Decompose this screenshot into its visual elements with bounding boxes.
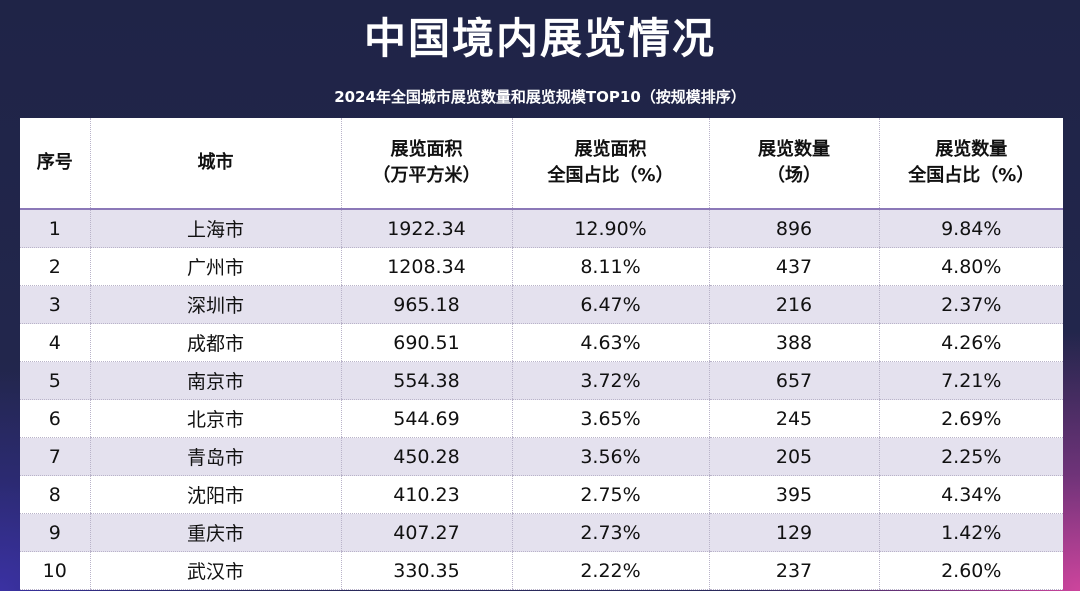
cell-area: 330.35 bbox=[340, 551, 512, 590]
cell-area: 1208.34 bbox=[340, 247, 512, 286]
cell-city: 深圳市 bbox=[89, 285, 341, 324]
cell-area-share: 2.73% bbox=[511, 513, 709, 552]
cell-count: 245 bbox=[708, 399, 879, 438]
header-area-share: 展览面积 全国占比（%） bbox=[511, 118, 709, 210]
cell-count-share: 2.25% bbox=[878, 437, 1063, 476]
cell-city: 青岛市 bbox=[89, 437, 341, 476]
header-index: 序号 bbox=[20, 118, 90, 210]
cell-index: 3 bbox=[20, 285, 90, 324]
header-count-share: 展览数量 全国占比（%） bbox=[878, 118, 1063, 210]
cell-area-share: 3.65% bbox=[511, 399, 709, 438]
data-table-container: 序号 城市 展览面积 （万平方米） 展览面积 全国占比（%） 展览数量 （场） 展览数… bbox=[20, 118, 1063, 590]
cell-area-share: 12.90% bbox=[511, 209, 709, 248]
header-count: 展览数量 （场） bbox=[708, 118, 879, 210]
cell-count: 216 bbox=[708, 285, 879, 324]
cell-count: 657 bbox=[708, 361, 879, 400]
cell-index: 6 bbox=[20, 399, 90, 438]
cell-count: 388 bbox=[708, 323, 879, 362]
cell-area: 690.51 bbox=[340, 323, 512, 362]
cell-area-share: 2.22% bbox=[511, 551, 709, 590]
cell-area-share: 8.11% bbox=[511, 247, 709, 286]
table-row: 5 南京市 554.38 3.72% 657 7.21% bbox=[20, 361, 1063, 400]
cell-city: 南京市 bbox=[89, 361, 341, 400]
cell-count-share: 2.37% bbox=[878, 285, 1063, 324]
cell-area-share: 4.63% bbox=[511, 323, 709, 362]
cell-count: 395 bbox=[708, 475, 879, 514]
exhibition-table: 序号 城市 展览面积 （万平方米） 展览面积 全国占比（%） 展览数量 （场） 展览数… bbox=[20, 118, 1063, 590]
cell-index: 10 bbox=[20, 551, 90, 590]
cell-area-share: 6.47% bbox=[511, 285, 709, 324]
cell-count-share: 7.21% bbox=[878, 361, 1063, 400]
cell-index: 9 bbox=[20, 513, 90, 552]
header-area: 展览面积 （万平方米） bbox=[340, 118, 512, 210]
cell-area: 410.23 bbox=[340, 475, 512, 514]
table-row: 3 深圳市 965.18 6.47% 216 2.37% bbox=[20, 285, 1063, 324]
header-city: 城市 bbox=[89, 118, 341, 210]
cell-count: 896 bbox=[708, 209, 879, 248]
cell-city: 武汉市 bbox=[89, 551, 341, 590]
cell-count-share: 9.84% bbox=[878, 209, 1063, 248]
table-header-row: 序号 城市 展览面积 （万平方米） 展览面积 全国占比（%） 展览数量 （场） 展览数… bbox=[20, 118, 1063, 210]
cell-count-share: 1.42% bbox=[878, 513, 1063, 552]
cell-area: 554.38 bbox=[340, 361, 512, 400]
table-row: 9 重庆市 407.27 2.73% 129 1.42% bbox=[20, 513, 1063, 552]
table-row: 2 广州市 1208.34 8.11% 437 4.80% bbox=[20, 247, 1063, 286]
table-row: 4 成都市 690.51 4.63% 388 4.26% bbox=[20, 323, 1063, 362]
cell-count-share: 2.69% bbox=[878, 399, 1063, 438]
cell-count: 237 bbox=[708, 551, 879, 590]
cell-index: 1 bbox=[20, 209, 90, 248]
cell-index: 8 bbox=[20, 475, 90, 514]
cell-index: 7 bbox=[20, 437, 90, 476]
cell-count-share: 4.34% bbox=[878, 475, 1063, 514]
table-row: 8 沈阳市 410.23 2.75% 395 4.34% bbox=[20, 475, 1063, 514]
cell-area-share: 2.75% bbox=[511, 475, 709, 514]
cell-count-share: 4.80% bbox=[878, 247, 1063, 286]
cell-count: 437 bbox=[708, 247, 879, 286]
cell-area-share: 3.72% bbox=[511, 361, 709, 400]
cell-city: 北京市 bbox=[89, 399, 341, 438]
cell-area: 1922.34 bbox=[340, 209, 512, 248]
cell-city: 成都市 bbox=[89, 323, 341, 362]
cell-index: 5 bbox=[20, 361, 90, 400]
table-row: 7 青岛市 450.28 3.56% 205 2.25% bbox=[20, 437, 1063, 476]
cell-city: 沈阳市 bbox=[89, 475, 341, 514]
table-body: 1 上海市 1922.34 12.90% 896 9.84% 2 广州市 1208.34 8.11… bbox=[20, 209, 1063, 590]
cell-city: 广州市 bbox=[89, 247, 341, 286]
table-row: 10 武汉市 330.35 2.22% 237 2.60% bbox=[20, 551, 1063, 590]
table-row: 6 北京市 544.69 3.65% 245 2.69% bbox=[20, 399, 1063, 438]
table-subtitle: 2024年全国城市展览数量和展览规模TOP10（按规模排序） bbox=[334, 88, 746, 106]
page-title: 中国境内展览情况 bbox=[363, 14, 716, 63]
cell-area: 407.27 bbox=[340, 513, 512, 552]
cell-index: 2 bbox=[20, 247, 90, 286]
cell-area: 965.18 bbox=[340, 285, 512, 324]
cell-count: 129 bbox=[708, 513, 879, 552]
cell-area-share: 3.56% bbox=[511, 437, 709, 476]
cell-index: 4 bbox=[20, 323, 90, 362]
table-row: 1 上海市 1922.34 12.90% 896 9.84% bbox=[20, 209, 1063, 248]
cell-count: 205 bbox=[708, 437, 879, 476]
cell-city: 上海市 bbox=[89, 209, 341, 248]
cell-count-share: 2.60% bbox=[878, 551, 1063, 590]
cell-area: 450.28 bbox=[340, 437, 512, 476]
cell-city: 重庆市 bbox=[89, 513, 341, 552]
cell-count-share: 4.26% bbox=[878, 323, 1063, 362]
cell-area: 544.69 bbox=[340, 399, 512, 438]
